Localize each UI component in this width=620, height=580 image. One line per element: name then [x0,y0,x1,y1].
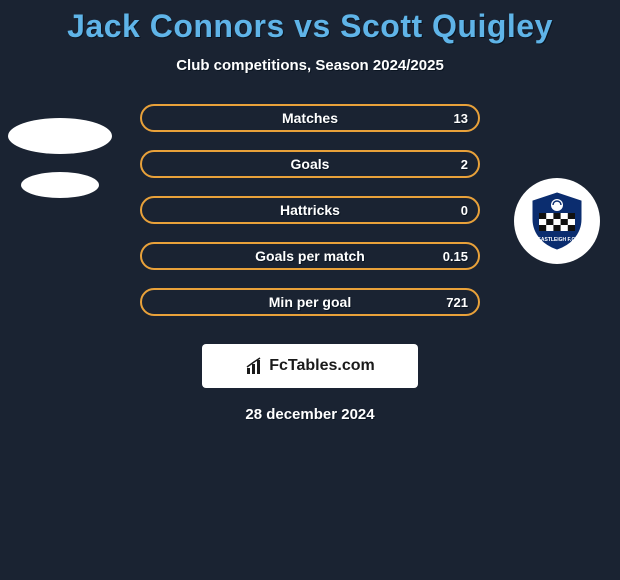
stat-value: 0 [461,203,468,218]
stat-bar: Goals 2 [140,150,480,178]
stat-bar: Goals per match 0.15 [140,242,480,270]
stat-label: Goals per match [255,248,365,264]
brand-badge: FcTables.com [202,344,418,388]
stat-value: 0.15 [443,249,468,264]
stat-bar: Matches 13 [140,104,480,132]
date-text: 28 december 2024 [0,406,620,423]
stat-label: Matches [282,110,338,126]
stat-label: Goals [291,156,330,172]
avatar-placeholder [21,172,99,198]
stat-bar: Hattricks 0 [140,196,480,224]
avatar-placeholder [8,118,112,154]
subtitle: Club competitions, Season 2024/2025 [0,57,620,74]
stat-bar: Min per goal 721 [140,288,480,316]
left-avatar-placeholders [8,118,112,198]
stat-value: 2 [461,157,468,172]
stat-value: 13 [454,111,468,126]
stat-label: Min per goal [269,294,351,310]
stat-label: Hattricks [280,202,340,218]
club-crest: EASTLEIGH F.C. [514,178,600,264]
crest-icon: EASTLEIGH F.C. [525,189,589,253]
svg-text:EASTLEIGH F.C.: EASTLEIGH F.C. [538,237,578,243]
stat-value: 721 [446,295,468,310]
bars-icon [245,356,265,376]
brand-text: FcTables.com [269,357,375,375]
page-title: Jack Connors vs Scott Quigley [0,0,620,45]
